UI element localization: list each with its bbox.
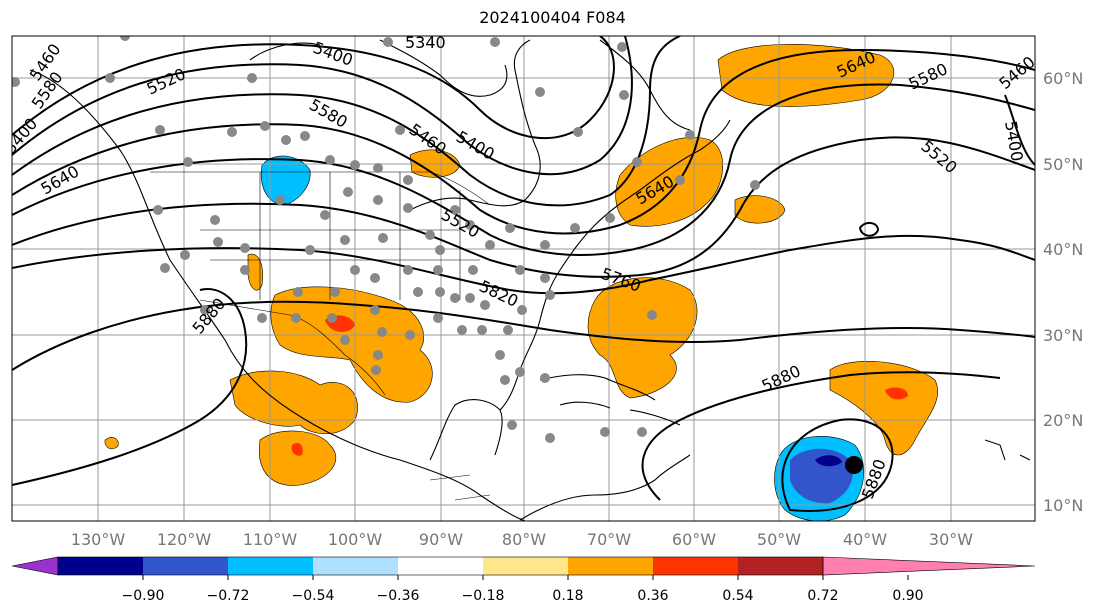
orange-region-canada-east [615,137,723,227]
colorbar-tick-label: −0.54 [292,588,335,604]
colorbar-tick-label: −0.90 [122,588,165,604]
colorbar-tick-label: −0.36 [377,588,420,604]
lat-label: 30°N [1043,326,1083,345]
colorbar-high-arrow [822,556,1036,576]
colorbar-segment [568,557,653,575]
orange-region-pacific-mexico [258,430,337,486]
colorbar-segment [228,557,313,575]
lon-label: 110°W [243,530,298,549]
shaded-regions [104,44,938,521]
lon-label: 40°W [843,530,887,549]
lat-label: 20°N [1043,411,1083,430]
lat-label: 10°N [1043,496,1083,515]
colorbar-segment [483,557,568,575]
blue-region-atlantic-core [815,455,842,467]
colorbar-segment [398,557,483,575]
lon-label: 120°W [157,530,212,549]
orange-region-north-atlantic [717,44,895,107]
lon-label: 70°W [587,530,631,549]
latitude-labels: 60°N 50°N 40°N 30°N 20°N 10°N [1043,69,1083,515]
colorbar-segment [738,557,823,575]
red-region-mexico [291,443,303,456]
longitude-labels: 130°W 120°W 110°W 100°W 90°W 80°W 70°W 6… [71,530,973,549]
colorbar-tick-label: 0.36 [637,588,668,604]
orange-region-mexico-texas [270,286,433,403]
orange-region-east-atlantic [829,361,938,456]
colorbar-segment [58,557,143,575]
lon-label: 30°W [929,530,973,549]
lat-label: 60°N [1043,69,1083,88]
colorbar-segment [313,557,398,575]
red-region-atlantic [885,387,908,400]
colorbar-ticks [142,575,909,580]
height-contours [12,36,1035,512]
map-title: 2024100404 F084 [479,8,626,27]
lat-label: 40°N [1043,240,1083,259]
lat-label: 50°N [1043,155,1083,174]
orange-region-atlantic-small [734,195,786,224]
colorbar-segment [143,557,228,575]
contour-label: 5340 [405,33,446,52]
colorbar-tick-label: −0.72 [207,588,250,604]
colorbar-tick-label: 0.72 [807,588,838,604]
lon-label: 100°W [328,530,383,549]
station-markers [12,36,760,443]
orange-region-pacific-small [104,437,119,450]
map-frame [11,35,1036,522]
storm-center-marker [845,456,863,474]
colorbar-tick-label: 0.90 [892,588,923,604]
lon-label: 80°W [502,530,546,549]
colorbar-low-arrow [11,556,59,576]
lon-label: 130°W [71,530,126,549]
colorbar-tick-label: 0.18 [552,588,583,604]
lon-label: 50°W [757,530,801,549]
orange-region-central-atlantic [587,277,698,399]
colorbar: −0.90 −0.72 −0.54 −0.36 −0.18 0.18 0.36 … [11,556,1036,604]
blue-region-montana [260,155,311,206]
colorbar-segment [653,557,738,575]
colorbar-tick-label: −0.18 [462,588,505,604]
colorbar-tick-label: 0.54 [722,588,753,604]
lon-label: 60°W [672,530,716,549]
orange-region-southwest [247,253,263,291]
lon-label: 90°W [419,530,463,549]
